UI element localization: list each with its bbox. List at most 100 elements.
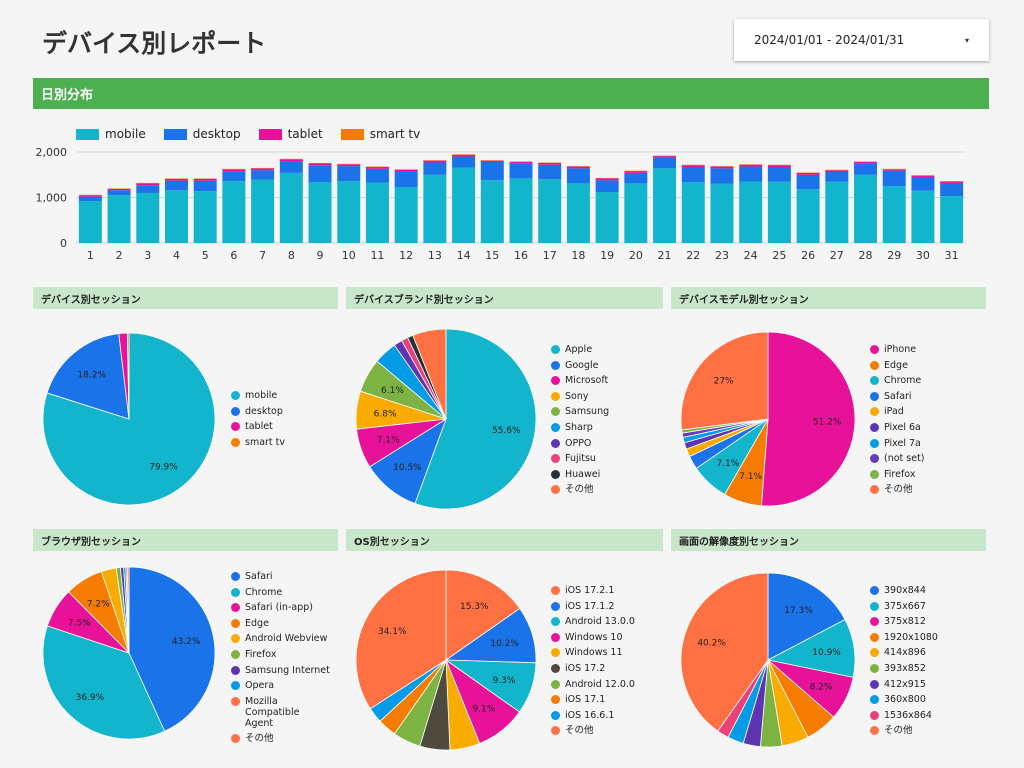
legend-item[interactable]: mobile: [231, 390, 285, 401]
legend-item[interactable]: 375x667: [870, 601, 938, 612]
pie-slice[interactable]: [761, 331, 856, 507]
legend-item[interactable]: Mozilla Compatible Agent: [231, 696, 330, 729]
legend-item[interactable]: Firefox: [870, 469, 925, 480]
legend-item[interactable]: iOS 17.2: [551, 663, 635, 674]
bar-segment[interactable]: [337, 166, 361, 182]
legend-item[interactable]: Edge: [231, 618, 330, 629]
pie-slice[interactable]: [126, 332, 130, 420]
bar-segment[interactable]: [624, 171, 648, 173]
pie-slice[interactable]: [414, 328, 537, 510]
legend-item[interactable]: Google: [551, 360, 609, 371]
bar-segment[interactable]: [165, 180, 188, 191]
legend-item[interactable]: Chrome: [231, 587, 330, 598]
bar-segment[interactable]: [566, 166, 590, 169]
legend-item[interactable]: Samsung: [551, 406, 609, 417]
legend-item[interactable]: Safari: [870, 391, 925, 402]
bar-segment[interactable]: [452, 167, 476, 243]
bar-segment[interactable]: [165, 178, 188, 181]
legend-item[interactable]: Safari (in-app): [231, 602, 330, 613]
legend-item[interactable]: (not set): [870, 453, 925, 464]
bar-segment[interactable]: [107, 190, 131, 196]
bar-segment[interactable]: [653, 168, 677, 243]
bar-segment[interactable]: [193, 178, 217, 181]
legend-item[interactable]: 1920x1080: [870, 632, 938, 643]
bar-segment[interactable]: [624, 172, 648, 184]
bar-segment[interactable]: [308, 163, 332, 166]
bar-segment[interactable]: [452, 156, 476, 168]
bar-segment[interactable]: [78, 201, 102, 243]
bar-segment[interactable]: [854, 163, 877, 175]
legend-item[interactable]: Pixel 7a: [870, 438, 925, 449]
bar-segment[interactable]: [308, 182, 332, 243]
legend-item[interactable]: Chrome: [870, 375, 925, 386]
bar-segment[interactable]: [825, 172, 849, 182]
bar-segment[interactable]: [251, 168, 275, 171]
pie-slice[interactable]: [680, 331, 769, 431]
bar-segment[interactable]: [739, 164, 763, 167]
legend-item[interactable]: iOS 17.1: [551, 694, 635, 705]
pie-slice[interactable]: [767, 572, 846, 661]
bar-segment[interactable]: [222, 181, 246, 243]
bar-segment[interactable]: [538, 162, 562, 165]
bar-segment[interactable]: [940, 196, 964, 243]
legend-item[interactable]: tablet: [231, 421, 285, 432]
bar-segment[interactable]: [509, 162, 533, 164]
bar-segment[interactable]: [193, 180, 217, 192]
bar-segment[interactable]: [653, 157, 677, 169]
bar-segment[interactable]: [337, 181, 361, 243]
legend-item[interactable]: Edge: [870, 360, 925, 371]
legend-item[interactable]: Safari: [231, 571, 330, 582]
bar-segment[interactable]: [710, 183, 734, 243]
bar-segment[interactable]: [882, 169, 906, 171]
chevron-down-icon[interactable]: ▾: [964, 35, 969, 45]
legend-item[interactable]: tablet: [258, 127, 323, 141]
legend-item[interactable]: 1536x864: [870, 710, 938, 721]
legend-item[interactable]: その他: [551, 725, 635, 736]
pie-slice[interactable]: [46, 333, 130, 420]
pie-slice[interactable]: [355, 569, 447, 710]
bar-segment[interactable]: [509, 163, 533, 179]
bar-segment[interactable]: [911, 175, 935, 178]
bar-segment[interactable]: [423, 160, 447, 163]
bar-segment[interactable]: [365, 168, 389, 183]
legend-item[interactable]: smart tv: [340, 127, 420, 141]
legend-item[interactable]: 360x800: [870, 694, 938, 705]
bar-segment[interactable]: [279, 159, 303, 162]
legend-item[interactable]: 375x812: [870, 616, 938, 627]
legend-item[interactable]: Android 13.0.0: [551, 616, 635, 627]
bar-segment[interactable]: [480, 180, 504, 243]
bar-segment[interactable]: [394, 187, 418, 243]
bar-segment[interactable]: [78, 195, 102, 197]
bar-segment[interactable]: [911, 190, 935, 243]
bar-segment[interactable]: [78, 196, 102, 202]
bar-segment[interactable]: [739, 166, 763, 182]
bar-segment[interactable]: [940, 182, 964, 197]
bar-segment[interactable]: [595, 178, 619, 181]
bar-segment[interactable]: [136, 185, 160, 193]
bar-segment[interactable]: [911, 177, 935, 191]
bar-segment[interactable]: [767, 167, 791, 182]
legend-item[interactable]: smart tv: [231, 437, 285, 448]
bar-segment[interactable]: [509, 178, 533, 243]
bar-segment[interactable]: [653, 156, 677, 158]
bar-segment[interactable]: [452, 154, 476, 157]
pie-slice[interactable]: [412, 328, 447, 420]
bar-segment[interactable]: [710, 166, 734, 169]
bar-segment[interactable]: [681, 165, 705, 168]
bar-segment[interactable]: [107, 188, 131, 191]
bar-segment[interactable]: [423, 162, 447, 175]
legend-item[interactable]: その他: [870, 484, 925, 495]
legend-item[interactable]: OPPO: [551, 438, 609, 449]
bar-segment[interactable]: [480, 162, 504, 181]
bar-segment[interactable]: [251, 179, 275, 243]
bar-segment[interactable]: [165, 190, 188, 243]
bar-segment[interactable]: [394, 169, 418, 172]
bar-segment[interactable]: [308, 165, 332, 183]
legend-item[interactable]: 393x852: [870, 663, 938, 674]
legend-item[interactable]: Fujitsu: [551, 453, 609, 464]
pie-slice[interactable]: [445, 569, 521, 661]
bar-segment[interactable]: [136, 192, 160, 243]
legend-item[interactable]: Huawei: [551, 469, 609, 480]
bar-segment[interactable]: [337, 164, 361, 167]
legend-item[interactable]: iOS 16.6.1: [551, 710, 635, 721]
